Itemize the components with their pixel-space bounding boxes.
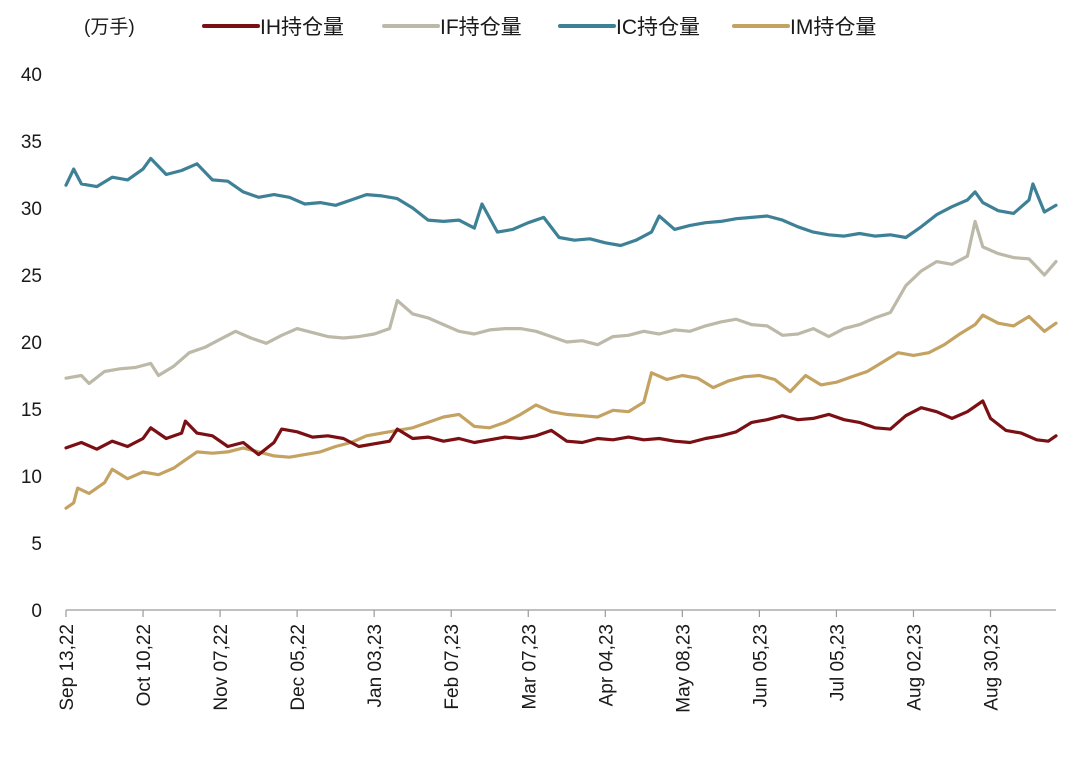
y-axis: 0 5 10 15 20 25 30 35 40 [21, 65, 42, 622]
y-tick-label: 0 [31, 601, 42, 622]
x-tick-label: Sep 13,22 [57, 624, 78, 711]
x-tick-label: Aug 30,23 [982, 624, 1003, 711]
legend-item: IC持仓量 [558, 16, 700, 39]
y-tick-label: 10 [21, 467, 42, 488]
y-tick-label: 35 [21, 132, 42, 153]
series-line-1 [64, 219, 1058, 386]
y-tick-label: 25 [21, 266, 42, 287]
legend-label: IM持仓量 [790, 16, 876, 39]
legend-item: IM持仓量 [732, 16, 876, 39]
legend-label: IH持仓量 [260, 16, 344, 39]
legend: IH持仓量 IF持仓量 IC持仓量 IM持仓量 [202, 16, 876, 39]
series-line-0 [64, 399, 1058, 457]
x-tick-label: Oct 10,22 [134, 624, 155, 706]
x-tick-label: Jan 03,23 [365, 624, 386, 707]
x-tick-label: May 08,23 [673, 624, 694, 713]
x-tick-label: Dec 05,22 [288, 624, 309, 711]
x-tick-label: Aug 02,23 [904, 624, 925, 711]
y-tick-label: 40 [21, 65, 42, 86]
x-tick-label: Jul 05,23 [827, 624, 848, 701]
y-tick-label: 5 [31, 534, 42, 555]
series-line-2 [64, 156, 1058, 248]
legend-item: IH持仓量 [202, 16, 344, 39]
x-tick-label: Apr 04,23 [596, 624, 617, 706]
legend-label: IF持仓量 [440, 16, 522, 39]
x-tick-label: Nov 07,22 [211, 624, 232, 711]
x-tick-label: Feb 07,23 [442, 624, 463, 710]
x-tick-label: Jun 05,23 [750, 624, 771, 707]
series-line-3 [64, 313, 1058, 510]
y-tick-label: 30 [21, 199, 42, 220]
legend-item: IF持仓量 [382, 16, 522, 39]
y-tick-label: 20 [21, 333, 42, 354]
unit-label: (万手) [84, 16, 135, 38]
legend-label: IC持仓量 [616, 16, 700, 39]
x-tick-label: Mar 07,23 [519, 624, 540, 710]
x-axis: Sep 13,22 Oct 10,22 Nov 07,22 Dec 05,22 Jan … [57, 609, 1056, 713]
y-tick-label: 15 [21, 400, 42, 421]
series-layer [64, 156, 1058, 510]
